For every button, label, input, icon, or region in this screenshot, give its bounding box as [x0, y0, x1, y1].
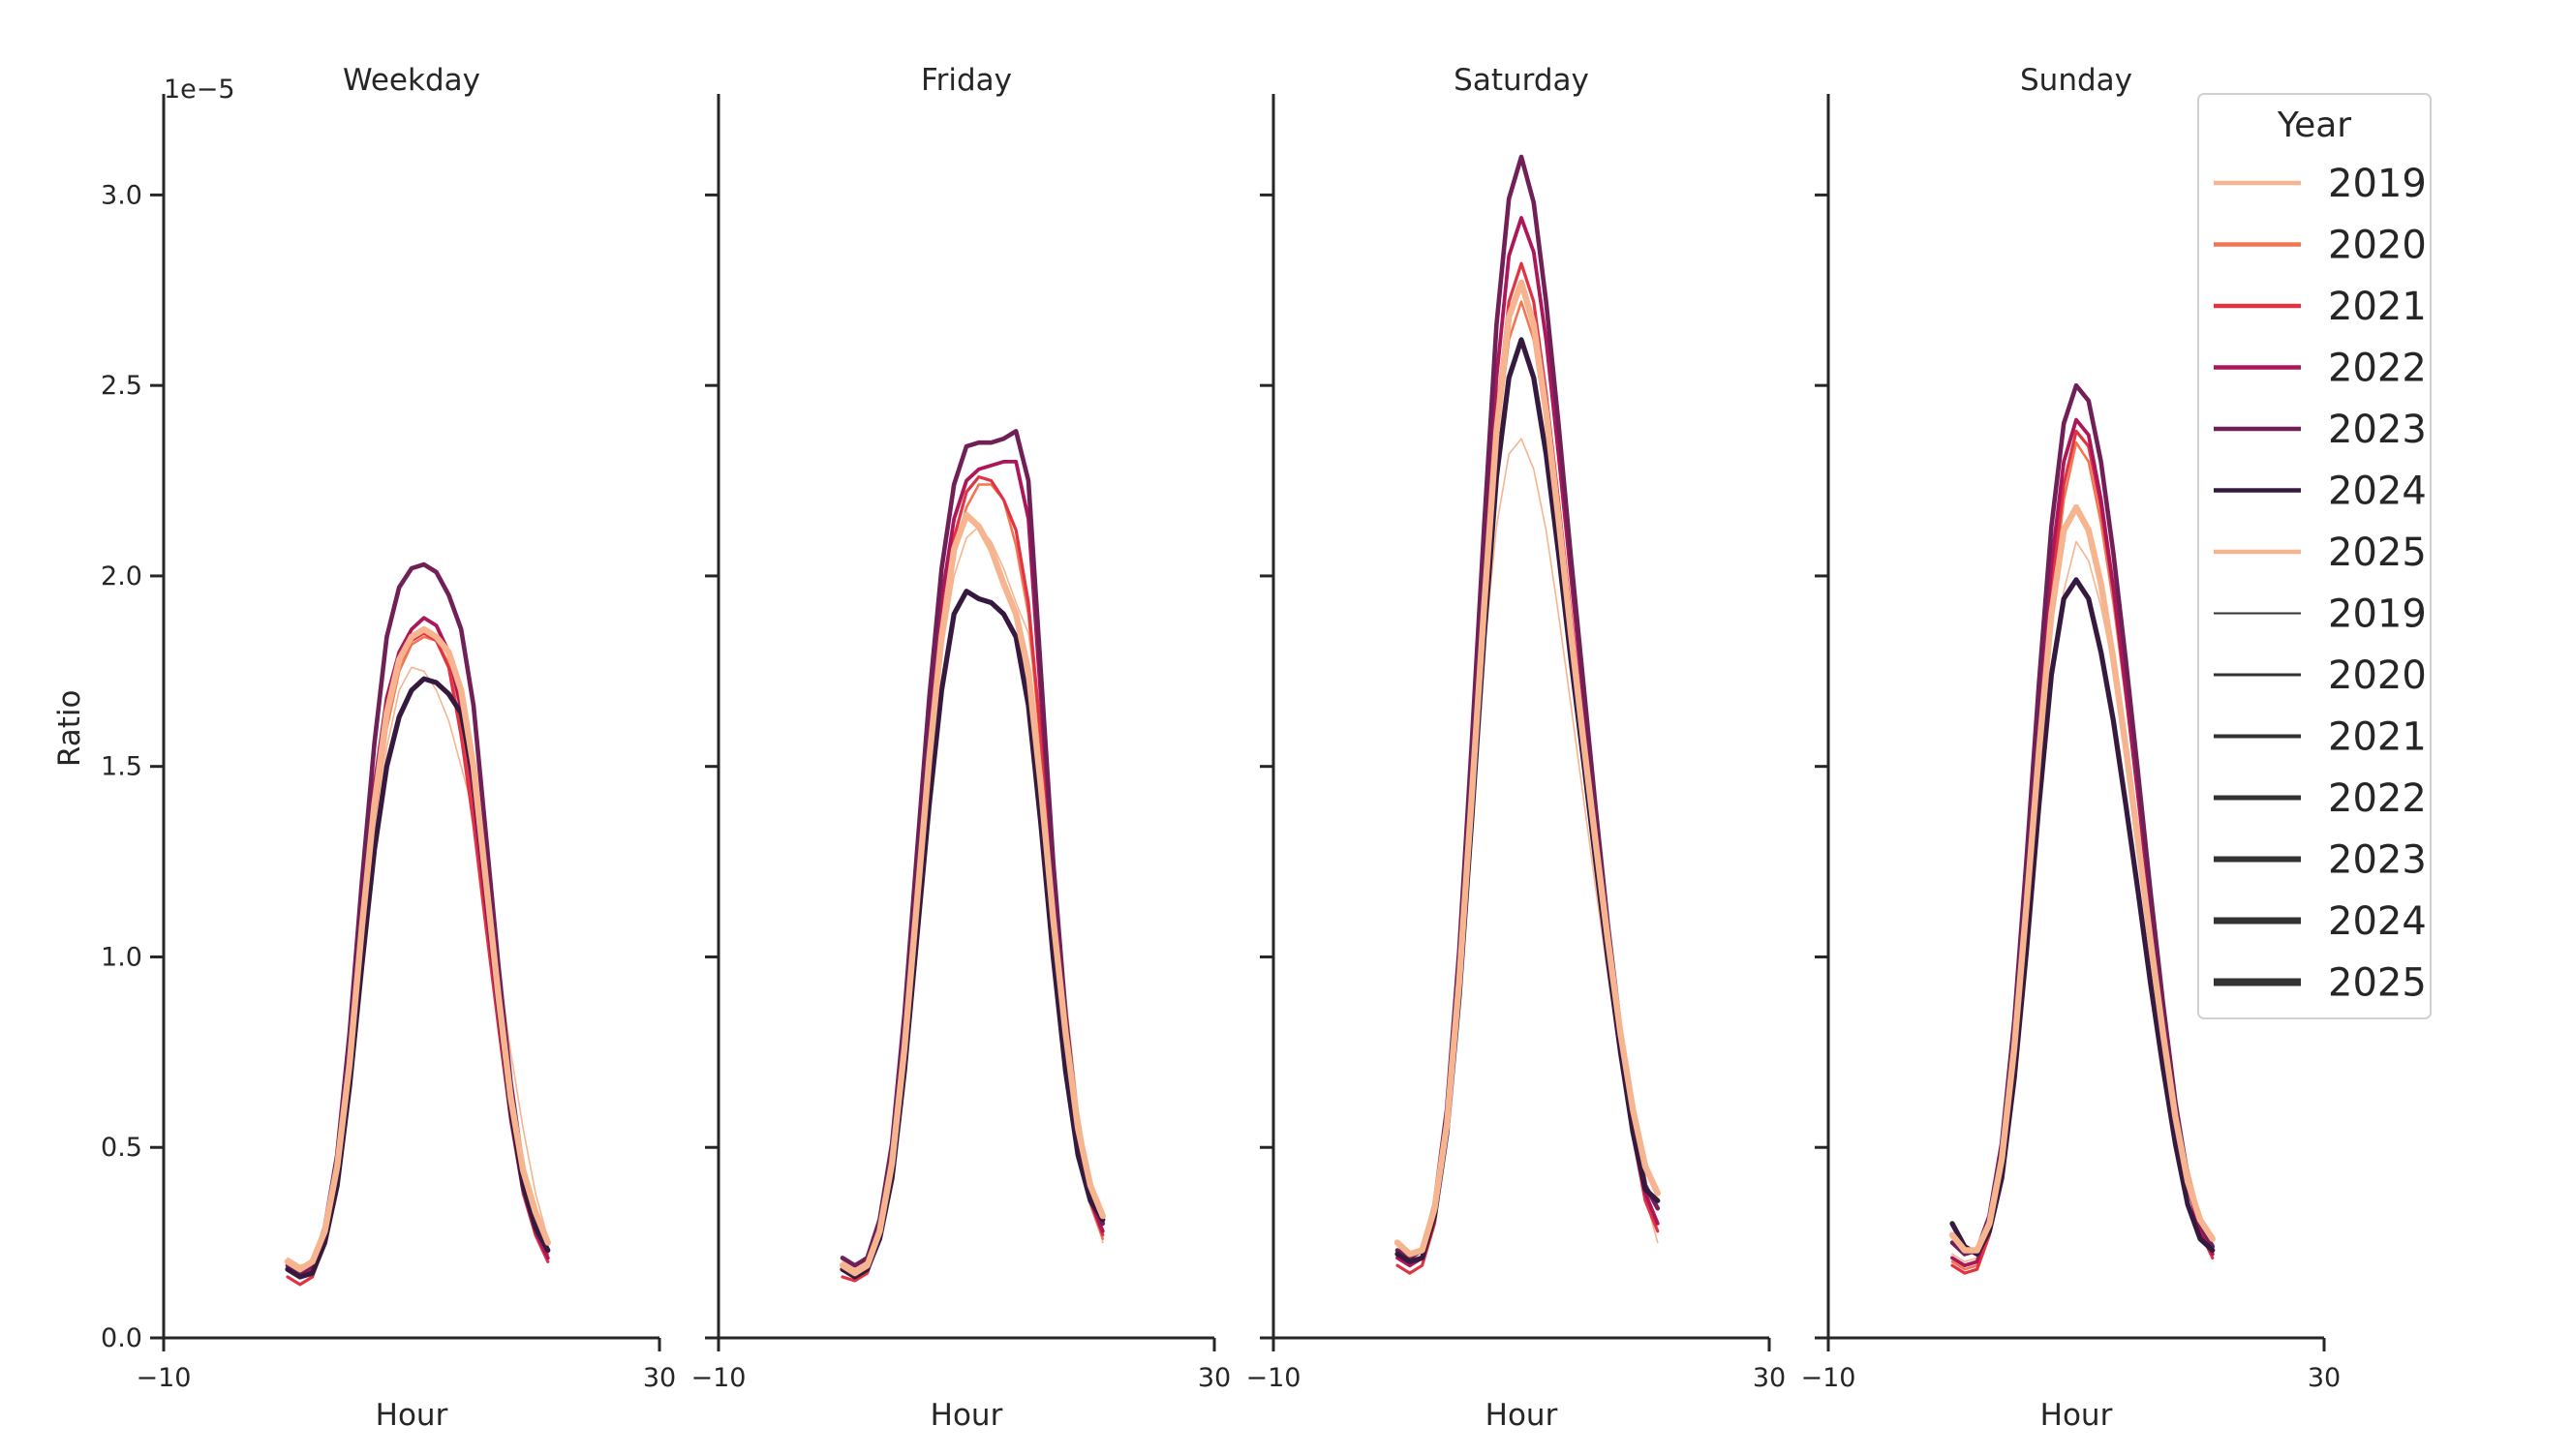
legend-label-2024: 2024: [2328, 470, 2427, 514]
legend-label-2022: 2022: [2328, 347, 2427, 391]
series-line-saturday-2024: [1394, 337, 1661, 1264]
legend-label-2025: 2025: [2328, 961, 2427, 1006]
legend-label-2023: 2023: [2328, 838, 2427, 883]
legend-label-2021: 2021: [2328, 715, 2427, 760]
series-line-saturday-2019: [1396, 438, 1659, 1259]
legend-box: [2197, 93, 2432, 1019]
x-tick-label-saturday: 30: [1753, 1363, 1786, 1393]
series-line-saturday-2025: [1393, 279, 1662, 1258]
y-tick-label: 1.5: [101, 752, 142, 782]
x-tick-label-friday: −10: [691, 1363, 747, 1393]
y-offset-label: 1e−5: [164, 75, 235, 105]
series-line-sunday-2019: [1951, 540, 2214, 1263]
series-line-saturday-2022: [1395, 216, 1660, 1268]
series-line-sunday-2025: [1948, 503, 2217, 1254]
series-line-saturday-2020: [1395, 300, 1660, 1267]
legend-label-2024: 2024: [2328, 899, 2427, 944]
x-tick-label-weekday: −10: [137, 1363, 192, 1393]
series-line-weekday-2025: [284, 625, 551, 1273]
legend-label-2019: 2019: [2328, 592, 2427, 637]
x-axis-label-weekday: Hour: [376, 1398, 448, 1433]
series-line-friday-2023: [840, 429, 1106, 1268]
series-line-weekday-2022: [286, 616, 550, 1279]
legend-label-2019: 2019: [2328, 162, 2427, 206]
series-line-friday-2025: [839, 511, 1107, 1277]
series-line-friday-2020: [841, 483, 1105, 1279]
y-tick-label: 3.0: [101, 180, 142, 210]
legend-title: Year: [2277, 106, 2351, 145]
panel-title-friday: Friday: [921, 63, 1012, 98]
panel-title-weekday: Weekday: [343, 63, 480, 98]
y-tick-label: 0.5: [101, 1133, 142, 1163]
legend-label-2021: 2021: [2328, 285, 2427, 329]
x-tick-label-sunday: −10: [1801, 1363, 1856, 1393]
legend-label-2022: 2022: [2328, 776, 2427, 821]
x-axis-label-sunday: Hour: [2040, 1398, 2113, 1433]
legend-label-2020: 2020: [2328, 224, 2427, 268]
y-tick-label: 2.0: [101, 561, 142, 592]
y-tick-label: 2.5: [101, 371, 142, 401]
series-line-weekday-2021: [286, 631, 550, 1287]
series-line-friday-2024: [840, 589, 1106, 1280]
series-line-weekday-2020: [286, 635, 550, 1279]
y-tick-label: 0.0: [101, 1323, 142, 1353]
y-tick-label: 1.0: [101, 942, 142, 972]
series-line-weekday-2019: [287, 666, 549, 1266]
x-tick-label-weekday: 30: [643, 1363, 676, 1393]
x-tick-label-friday: 30: [1198, 1363, 1231, 1393]
series-line-friday-2022: [841, 459, 1105, 1275]
x-tick-label-saturday: −10: [1246, 1363, 1301, 1393]
panel-title-saturday: Saturday: [1454, 63, 1589, 98]
x-tick-label-sunday: 30: [2308, 1363, 2341, 1393]
series-line-saturday-2021: [1395, 261, 1660, 1275]
panel-title-sunday: Sunday: [2020, 63, 2132, 98]
legend-label-2020: 2020: [2328, 653, 2427, 698]
legend-label-2025: 2025: [2328, 531, 2427, 575]
y-axis-label: Ratio: [52, 690, 87, 768]
x-axis-label-friday: Hour: [931, 1398, 1003, 1433]
x-axis-label-saturday: Hour: [1485, 1398, 1558, 1433]
series-line-weekday-2023: [285, 561, 551, 1276]
series-line-weekday-2024: [285, 676, 551, 1280]
series-line-friday-2019: [842, 525, 1104, 1270]
series-line-sunday-2024: [1949, 577, 2216, 1258]
legend-label-2023: 2023: [2328, 408, 2427, 452]
